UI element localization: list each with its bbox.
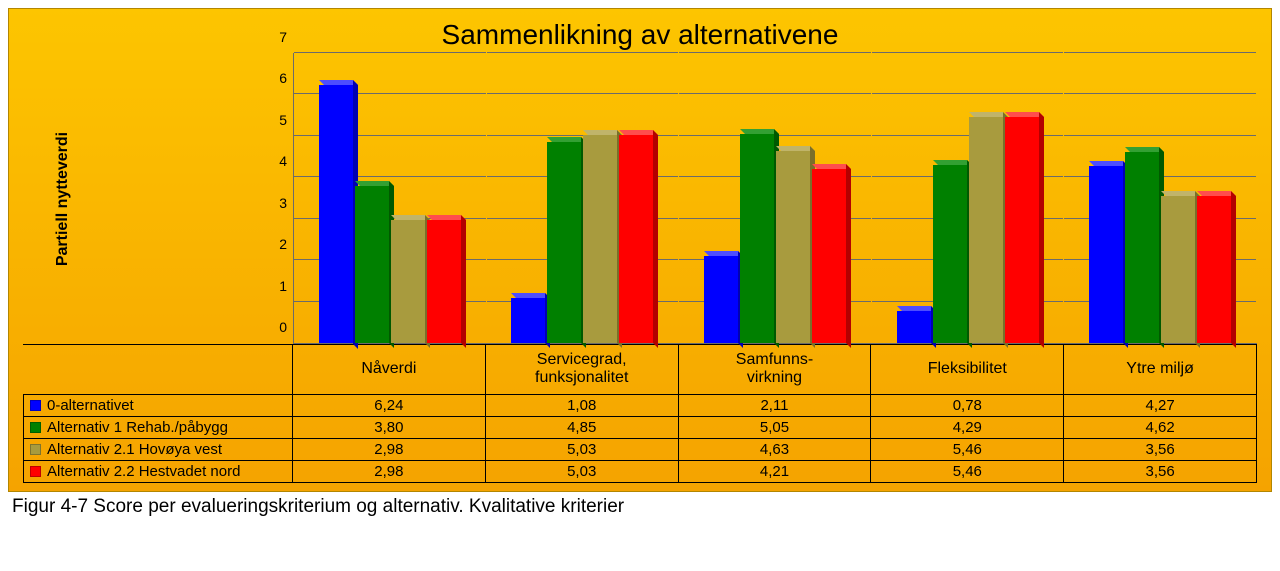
bar	[1125, 152, 1159, 343]
series-name: Alternativ 2.1 Hovøya vest	[47, 441, 222, 458]
bar	[776, 151, 810, 343]
legend-swatch	[30, 400, 41, 411]
bar	[583, 135, 617, 343]
table-corner	[23, 345, 293, 394]
y-tick: 5	[279, 112, 287, 128]
legend-swatch	[30, 422, 41, 433]
y-axis-label: Partiell nytteverdi	[54, 131, 72, 265]
value-cell: 1,08	[486, 395, 679, 416]
value-cell: 5,03	[486, 439, 679, 460]
value-cell: 4,62	[1064, 417, 1257, 438]
value-cell: 3,56	[1064, 461, 1257, 482]
category-cell: Samfunns-virkning	[679, 345, 872, 394]
legend-swatch	[30, 466, 41, 477]
bar	[511, 298, 545, 343]
series-label: Alternativ 1 Rehab./påbygg	[23, 417, 293, 438]
bar	[619, 135, 653, 343]
value-cell: 5,46	[871, 439, 1064, 460]
legend-swatch	[30, 444, 41, 455]
data-table: NåverdiServicegrad,funksjonalitetSamfunn…	[23, 344, 1257, 483]
figure-caption: Figur 4-7 Score per evalueringskriterium…	[12, 496, 1272, 518]
value-cell: 5,03	[486, 461, 679, 482]
chart-top-area: Partiell nytteverdi 01234567	[23, 53, 1257, 344]
bar-group	[872, 53, 1065, 343]
value-cell: 2,98	[293, 439, 486, 460]
value-cell: 4,63	[679, 439, 872, 460]
chart-panel: Sammenlikning av alternativene Partiell …	[8, 8, 1272, 492]
series-name: Alternativ 1 Rehab./påbygg	[47, 419, 228, 436]
bar	[427, 220, 461, 343]
bar	[1161, 196, 1195, 343]
bar	[897, 311, 931, 343]
y-tick: 3	[279, 195, 287, 211]
value-cell: 2,11	[679, 395, 872, 416]
table-row: Alternativ 2.2 Hestvadet nord 2,985,034,2…	[23, 460, 1257, 483]
series-name: Alternativ 2.2 Hestvadet nord	[47, 463, 240, 480]
value-cell: 4,21	[679, 461, 872, 482]
table-row-categories: NåverdiServicegrad,funksjonalitetSamfunn…	[23, 344, 1257, 394]
bar	[1005, 117, 1039, 343]
value-cell: 2,98	[293, 461, 486, 482]
bar-group	[487, 53, 680, 343]
series-label: Alternativ 2.1 Hovøya vest	[23, 439, 293, 460]
plot-area	[293, 53, 1257, 344]
bar	[740, 134, 774, 343]
bar	[547, 142, 581, 343]
y-tick: 7	[279, 29, 287, 45]
bar	[1089, 166, 1123, 343]
category-cell: Fleksibilitet	[871, 345, 1064, 394]
y-tick: 2	[279, 236, 287, 252]
y-axis-label-column: Partiell nytteverdi	[23, 53, 103, 344]
series-label: Alternativ 2.2 Hestvadet nord	[23, 461, 293, 482]
y-tick-labels: 01234567	[263, 53, 293, 343]
y-tick: 4	[279, 153, 287, 169]
bar	[1197, 196, 1231, 343]
y-tick: 1	[279, 278, 287, 294]
table-row: Alternativ 2.1 Hovøya vest 2,985,034,635,…	[23, 438, 1257, 460]
bar	[319, 85, 353, 344]
y-tick: 0	[279, 319, 287, 335]
y-axis-column: 01234567	[103, 53, 293, 344]
value-cell: 4,29	[871, 417, 1064, 438]
value-cell: 4,85	[486, 417, 679, 438]
value-cell: 3,80	[293, 417, 486, 438]
bar	[391, 220, 425, 343]
value-cell: 3,56	[1064, 439, 1257, 460]
y-tick: 6	[279, 70, 287, 86]
bar	[969, 117, 1003, 343]
table-row: Alternativ 1 Rehab./påbygg3,804,855,054,…	[23, 416, 1257, 438]
bar-group	[294, 53, 487, 343]
bar	[933, 165, 967, 343]
category-cell: Servicegrad,funksjonalitet	[486, 345, 679, 394]
series-label: 0-alternativet	[23, 395, 293, 416]
bar-group	[679, 53, 872, 343]
bar	[355, 186, 389, 343]
category-cell: Ytre miljø	[1064, 345, 1257, 394]
bar	[704, 256, 738, 343]
value-cell: 6,24	[293, 395, 486, 416]
value-cell: 5,46	[871, 461, 1064, 482]
value-cell: 5,05	[679, 417, 872, 438]
chart-title: Sammenlikning av alternativene	[23, 19, 1257, 51]
value-cell: 4,27	[1064, 395, 1257, 416]
series-name: 0-alternativet	[47, 397, 134, 414]
table-row: 0-alternativet 6,241,082,110,784,27	[23, 394, 1257, 416]
value-cell: 0,78	[871, 395, 1064, 416]
category-cell: Nåverdi	[293, 345, 486, 394]
bar-group	[1064, 53, 1257, 343]
bar	[812, 169, 846, 343]
